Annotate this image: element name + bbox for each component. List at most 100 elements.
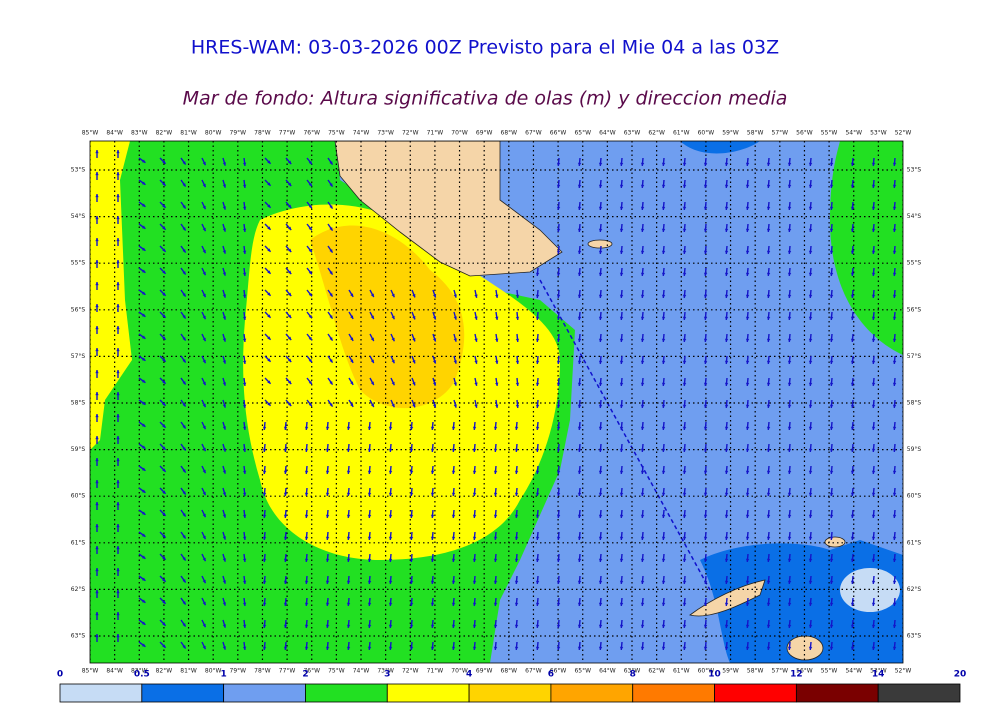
- arrow-head: [515, 316, 520, 320]
- arrow-head: [493, 426, 498, 430]
- arrow-head: [871, 294, 876, 298]
- arrow-head: [640, 602, 645, 606]
- subtitle: Mar de fondo: Altura significativa de ol…: [183, 88, 788, 110]
- arrow-head: [242, 316, 247, 320]
- arrow-head: [703, 580, 708, 584]
- arrow-head: [514, 602, 519, 606]
- arrow-head: [162, 556, 166, 560]
- arrow-head: [787, 316, 792, 320]
- arrow-head: [346, 624, 351, 628]
- arrow-head: [556, 382, 561, 386]
- arrow-head: [661, 470, 666, 474]
- arrow-head: [472, 558, 477, 562]
- arrow-head: [829, 536, 834, 540]
- arrow-head: [640, 228, 645, 232]
- arrow-head: [162, 380, 166, 384]
- arrow-head: [619, 580, 624, 584]
- arrow-head: [871, 514, 876, 518]
- arrow-head: [95, 260, 99, 264]
- arrow-head: [766, 448, 771, 452]
- arrow-head: [619, 162, 624, 166]
- arrow-head: [535, 536, 540, 540]
- arrow-head: [535, 272, 540, 276]
- arrow-head: [808, 294, 813, 298]
- arrow-head: [619, 492, 624, 496]
- colorbar-label: 6: [548, 670, 554, 680]
- colorbar-segment: [386, 683, 470, 703]
- arrow-head: [95, 568, 99, 572]
- arrow-head: [598, 294, 603, 298]
- arrow-head: [871, 250, 876, 254]
- arrow-head: [262, 426, 267, 430]
- arrow-head: [661, 536, 666, 540]
- arrow-head: [202, 535, 206, 540]
- arrow-head: [829, 404, 834, 408]
- arrow-head: [577, 294, 582, 298]
- colorbar: 0 0.5 1 2 3 4 6 8 10 12 14 20: [57, 670, 966, 703]
- arrow-head: [367, 448, 372, 452]
- arrow-head: [267, 270, 271, 274]
- arrow-head: [182, 469, 186, 473]
- arrow-head: [724, 558, 729, 562]
- arrow-head: [577, 558, 582, 562]
- arrow-head: [724, 272, 729, 276]
- arrow-head: [535, 624, 540, 628]
- arrow-head: [95, 612, 99, 616]
- arrow-head: [346, 514, 351, 518]
- arrow-head: [619, 360, 624, 364]
- arrow-head: [141, 247, 146, 251]
- arrow-head: [329, 381, 333, 385]
- arrow-head: [287, 226, 292, 231]
- arrow-head: [283, 492, 288, 496]
- arrow-head: [682, 492, 687, 496]
- arrow-head: [262, 558, 267, 562]
- arrow-head: [766, 646, 771, 650]
- arrow-head: [202, 183, 206, 188]
- arrow-head: [850, 624, 855, 628]
- arrow-head: [493, 580, 498, 584]
- arrow-head: [703, 624, 708, 628]
- arrow-head: [829, 338, 834, 342]
- arrow-head: [850, 294, 855, 298]
- arrow-head: [724, 580, 729, 584]
- arrow-head: [787, 426, 792, 430]
- arrow-head: [182, 579, 186, 583]
- arrow-head: [871, 492, 876, 496]
- arrow-head: [222, 558, 227, 562]
- arrow-head: [682, 162, 687, 166]
- arrow-head: [116, 392, 120, 396]
- arrow-head: [808, 536, 813, 540]
- arrow-head: [432, 338, 437, 342]
- arrow-head: [308, 292, 312, 297]
- arrow-head: [346, 580, 351, 584]
- arrow-head: [430, 536, 435, 540]
- arrow-head: [329, 293, 333, 297]
- arrow-head: [703, 228, 708, 232]
- arrow-head: [495, 360, 499, 364]
- arrow-head: [515, 294, 520, 298]
- arrow-head: [95, 282, 99, 286]
- arrow-head: [451, 646, 456, 650]
- arrow-head: [514, 470, 519, 474]
- arrow-head: [346, 492, 351, 496]
- land: [824, 536, 846, 548]
- arrow-head: [367, 624, 372, 628]
- arrow-head: [766, 228, 771, 232]
- arrow-head: [598, 448, 603, 452]
- arrow-head: [598, 206, 603, 210]
- arrow-head: [724, 294, 729, 298]
- arrow-head: [350, 315, 354, 319]
- arrow-head: [640, 646, 645, 650]
- colorbar-segment: [59, 683, 143, 703]
- arrow-head: [472, 646, 477, 650]
- lon-label: 82°W: [156, 130, 173, 137]
- arrow-head: [808, 426, 813, 430]
- arrow-head: [619, 646, 624, 650]
- arrow-head: [182, 491, 186, 495]
- arrow-head: [472, 602, 477, 606]
- arrow-head: [535, 602, 540, 606]
- arrow-head: [724, 206, 729, 210]
- arrow-head: [619, 338, 624, 342]
- arrow-head: [262, 492, 267, 496]
- arrow-head: [388, 426, 393, 430]
